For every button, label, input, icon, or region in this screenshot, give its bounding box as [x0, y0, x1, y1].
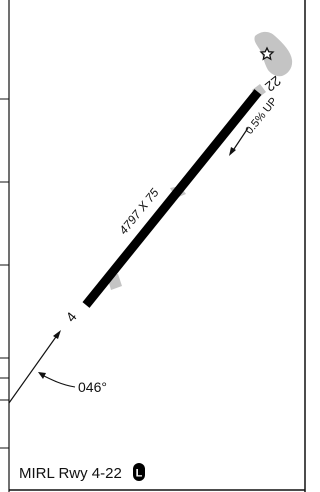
bearing-leader	[39, 373, 76, 388]
runway-end-4: 4	[62, 309, 79, 325]
ne-apron	[254, 31, 293, 77]
gradient-indicator: 0.5% UP	[229, 95, 280, 156]
lighting-footer: MIRL Rwy 4-22 L	[19, 463, 145, 482]
runway-4-22	[82, 89, 262, 308]
lighting-badge-icon: L	[133, 463, 145, 481]
gradient-arrowhead	[229, 147, 236, 156]
gradient-arrow	[231, 127, 249, 153]
frame	[0, 0, 306, 492]
beacon-star-icon	[259, 46, 275, 61]
approach-bearing: 046°	[8, 330, 107, 404]
lighting-label: MIRL Rwy 4-22	[19, 465, 122, 482]
bearing-leader-head	[38, 372, 46, 379]
bearing-label: 046°	[78, 379, 107, 395]
approach-arrowhead	[53, 330, 61, 339]
runway-dimensions: 4797 X 75	[116, 186, 162, 238]
approach-arrow-line	[8, 333, 59, 404]
lighting-badge-letter: L	[136, 468, 143, 480]
